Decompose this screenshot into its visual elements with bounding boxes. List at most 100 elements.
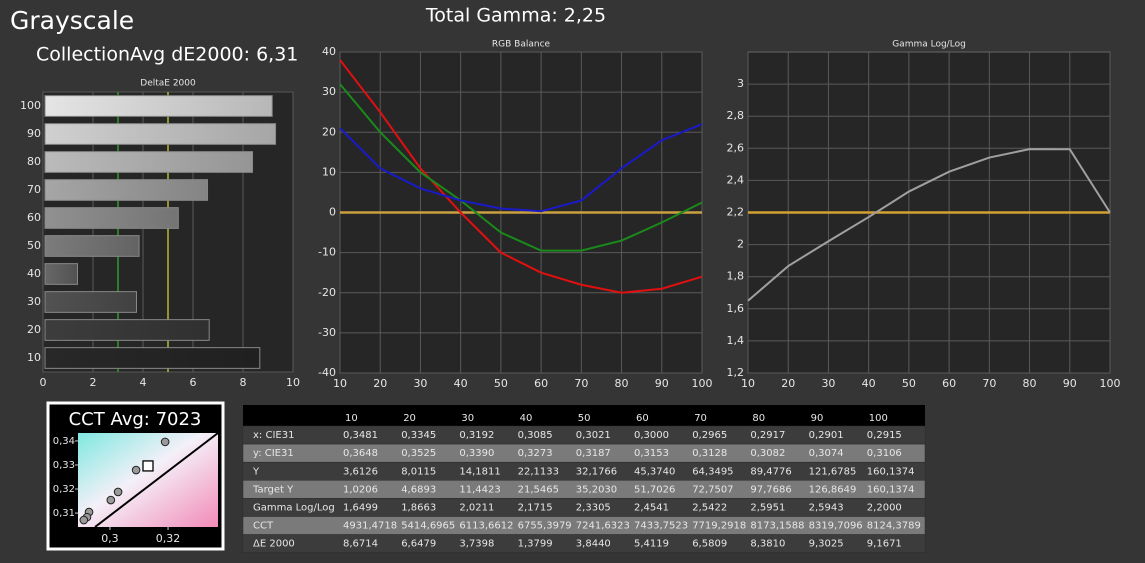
bar (44, 347, 261, 369)
x-tick-label: 60 (534, 377, 548, 390)
table-cell: 6113,6612 (459, 521, 513, 532)
chart-title: CCT Avg: 7023 (69, 409, 202, 430)
y-tick-label: 2,4 (727, 173, 745, 186)
table-cell: 1,3799 (518, 539, 553, 550)
table-cell: 0,2915 (867, 430, 902, 441)
table-cell: 8,0115 (401, 466, 436, 477)
collection-avg: CollectionAvg dE2000: 6,31 (36, 44, 298, 66)
point (79, 515, 89, 525)
y-tick-label: 10 (322, 165, 336, 178)
x-tick-label: 60 (942, 377, 956, 390)
bar (44, 291, 137, 313)
table-cell: 3,7398 (459, 539, 494, 550)
table-cell: 121,6785 (809, 466, 857, 477)
x-tick-label: 100 (1100, 377, 1121, 390)
y-tick-label: 0,34 (53, 436, 75, 447)
x-tick-label: 10 (741, 377, 755, 390)
table-cell: 22,1133 (518, 466, 559, 477)
table-cell: 3,6126 (343, 466, 378, 477)
x-tick-label: 10 (333, 377, 347, 390)
table-cell: 72,7507 (692, 484, 733, 495)
row-label: Gamma Log/Log (253, 502, 335, 513)
table-cell: 2,1715 (518, 502, 553, 513)
table-cell: 8173,1588 (750, 521, 804, 532)
x-tick-label: 70 (982, 377, 996, 390)
page-title: Grayscale (10, 6, 134, 35)
table-cell: 1,0206 (343, 484, 378, 495)
x-tick-label: 20 (781, 377, 795, 390)
table-cell: 6,5809 (692, 539, 727, 550)
table-cell: 89,4776 (750, 466, 791, 477)
row-label: Y (252, 466, 260, 477)
table-cell: 2,2000 (867, 502, 902, 513)
y-tick-label: -40 (318, 366, 336, 379)
table-header-cell: 90 (811, 413, 824, 424)
y-tick-label: -10 (318, 246, 336, 259)
table-header-cell: 70 (694, 413, 707, 424)
bar (44, 263, 78, 285)
table-cell: 0,3187 (576, 448, 611, 459)
series-line (339, 59, 703, 294)
table-cell: 0,3106 (867, 448, 902, 459)
table-cell: 3,8440 (576, 539, 611, 550)
y-tick-label: 10 (27, 351, 41, 364)
table-cell: 8319,7096 (809, 521, 863, 532)
target (142, 460, 154, 472)
row-label: y: CIE31 (253, 448, 294, 459)
table-cell: 5,4119 (634, 539, 669, 550)
bar (44, 95, 273, 117)
table-cell: 0,3273 (518, 448, 553, 459)
table-cell: 1,8663 (401, 502, 436, 513)
y-tick-label: 90 (27, 127, 41, 140)
y-tick-label: 70 (27, 183, 41, 196)
y-tick-label: 30 (322, 85, 336, 98)
y-tick-label: -30 (318, 326, 336, 339)
x-tick-label: 30 (413, 377, 427, 390)
x-tick-label: 4 (140, 376, 147, 389)
table-cell: 0,3648 (343, 448, 378, 459)
table-cell: 8,3810 (750, 539, 785, 550)
y-tick-label: 0 (329, 206, 336, 219)
table-cell: 6,6479 (401, 539, 436, 550)
table-cell: 8124,3789 (867, 521, 921, 532)
x-tick-label: 10 (286, 376, 300, 389)
table-cell: 7241,6323 (576, 521, 630, 532)
y-tick-label: 100 (20, 99, 41, 112)
y-tick-label: 1,8 (727, 270, 745, 283)
y-tick-label: 20 (322, 125, 336, 138)
y-tick-label: 2,2 (727, 206, 745, 219)
chart-title: RGB Balance (492, 40, 551, 50)
x-tick-label: 50 (494, 377, 508, 390)
y-tick-label: 3 (737, 77, 744, 90)
plot-bg (78, 433, 218, 527)
bar (44, 235, 140, 257)
table-cell: 0,2917 (750, 430, 785, 441)
table-cell: 14,1811 (459, 466, 500, 477)
y-tick-label: 40 (27, 267, 41, 280)
table-cell: 0,3390 (459, 448, 494, 459)
x-tick-label: 80 (615, 377, 629, 390)
table-cell: 160,1374 (867, 484, 915, 495)
x-tick-label: 0,3 (101, 532, 119, 545)
y-tick-label: 1,2 (727, 366, 745, 379)
y-tick-label: 60 (27, 211, 41, 224)
table-header-cell: 50 (578, 413, 591, 424)
y-tick-label: 40 (322, 45, 336, 58)
x-tick-label: 2 (90, 376, 97, 389)
table-cell: 160,1374 (867, 466, 915, 477)
y-tick-label: 0,33 (53, 460, 75, 471)
table-cell: 35,2030 (576, 484, 617, 495)
total-gamma: Total Gamma: 2,25 (425, 5, 606, 27)
chart-title: DeltaE 2000 (140, 79, 196, 89)
table-cell: 0,3085 (518, 430, 553, 441)
x-tick-label: 0 (40, 376, 47, 389)
y-tick-label: 1,4 (727, 334, 745, 347)
y-tick-label: -20 (318, 286, 336, 299)
table-cell: 0,3481 (343, 430, 378, 441)
table-cell: 6755,3979 (518, 521, 572, 532)
y-tick-label: 2,8 (727, 109, 745, 122)
y-tick-label: 0,32 (53, 484, 75, 495)
x-tick-label: 90 (1063, 377, 1077, 390)
table-cell: 2,0211 (459, 502, 494, 513)
